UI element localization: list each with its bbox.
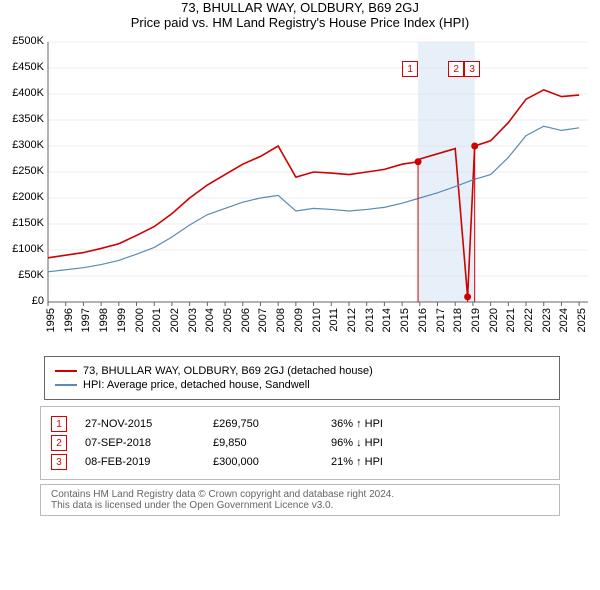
chart-marker-box: 2 [448, 61, 464, 77]
y-tick-label: £500K [12, 35, 44, 47]
x-tick-label: 2002 [169, 308, 181, 332]
legend-swatch-0 [55, 370, 77, 372]
transaction-price: £269,750 [213, 418, 313, 430]
x-tick-label: 1995 [45, 308, 57, 332]
chart-subtitle: Price paid vs. HM Land Registry's House … [0, 15, 600, 30]
y-tick-label: £50K [18, 269, 44, 281]
transaction-row: 3 08-FEB-2019 £300,000 21% ↑ HPI [51, 454, 549, 470]
legend-label-1: HPI: Average price, detached house, Sand… [83, 379, 310, 391]
x-tick-label: 2003 [187, 308, 199, 332]
y-tick-label: £100K [12, 243, 44, 255]
x-tick-label: 2025 [576, 308, 588, 332]
y-tick-label: £200K [12, 191, 44, 203]
x-tick-label: 2004 [204, 308, 216, 332]
legend: 73, BHULLAR WAY, OLDBURY, B69 2GJ (detac… [44, 356, 560, 400]
x-tick-label: 2005 [222, 308, 234, 332]
x-tick-label: 2017 [435, 308, 447, 332]
transaction-date: 08-FEB-2019 [85, 456, 195, 468]
x-tick-label: 2013 [364, 308, 376, 332]
x-tick-label: 1997 [80, 308, 92, 332]
x-tick-label: 2010 [311, 308, 323, 332]
transactions-table: 1 27-NOV-2015 £269,750 36% ↑ HPI 2 07-SEP-201… [40, 406, 560, 480]
chart-title: 73, BHULLAR WAY, OLDBURY, B69 2GJ [0, 0, 600, 15]
x-tick-label: 1998 [98, 308, 110, 332]
x-tick-label: 2001 [151, 308, 163, 332]
transaction-delta: 96% ↓ HPI [331, 437, 383, 449]
chart-marker-box: 1 [402, 61, 418, 77]
x-tick-label: 2022 [523, 308, 535, 332]
x-tick-label: 2018 [452, 308, 464, 332]
x-tick-label: 2011 [328, 308, 340, 332]
x-tick-label: 2023 [541, 308, 553, 332]
y-tick-label: £0 [32, 295, 44, 307]
chart-marker-box: 3 [464, 61, 480, 77]
x-tick-label: 2019 [470, 308, 482, 332]
x-tick-label: 2014 [381, 308, 393, 332]
x-tick-label: 2021 [505, 308, 517, 332]
legend-swatch-1 [55, 384, 77, 386]
y-tick-label: £400K [12, 87, 44, 99]
transaction-date: 27-NOV-2015 [85, 418, 195, 430]
y-tick-label: £250K [12, 165, 44, 177]
transaction-index-box: 3 [51, 454, 67, 470]
series-price-paid [48, 90, 579, 297]
y-tick-label: £450K [12, 61, 44, 73]
y-tick-label: £350K [12, 113, 44, 125]
x-tick-label: 2000 [134, 308, 146, 332]
x-tick-label: 2008 [275, 308, 287, 332]
transaction-index-box: 1 [51, 416, 67, 432]
transaction-delta: 21% ↑ HPI [331, 456, 383, 468]
chart-plot-area: £0 £50K £100K £150K £200K £250K £300K £350K £400… [0, 38, 600, 348]
transaction-row: 2 07-SEP-2018 £9,850 96% ↓ HPI [51, 435, 549, 451]
legend-label-0: 73, BHULLAR WAY, OLDBURY, B69 2GJ (detac… [83, 365, 373, 377]
x-tick-label: 2015 [399, 308, 411, 332]
transaction-row: 1 27-NOV-2015 £269,750 36% ↑ HPI [51, 416, 549, 432]
y-tick-label: £300K [12, 139, 44, 151]
x-tick-label: 2006 [240, 308, 252, 332]
transaction-delta: 36% ↑ HPI [331, 418, 383, 430]
x-tick-label: 2024 [558, 308, 570, 332]
transaction-index-box: 2 [51, 435, 67, 451]
x-tick-label: 1999 [116, 308, 128, 332]
x-tick-label: 2020 [488, 308, 500, 332]
x-tick-label: 1996 [63, 308, 75, 332]
transaction-price: £300,000 [213, 456, 313, 468]
x-tick-label: 2009 [293, 308, 305, 332]
transaction-date: 07-SEP-2018 [85, 437, 195, 449]
transaction-price: £9,850 [213, 437, 313, 449]
x-tick-label: 2012 [346, 308, 358, 332]
y-tick-label: £150K [12, 217, 44, 229]
x-tick-label: 2016 [417, 308, 429, 332]
x-tick-label: 2007 [257, 308, 269, 332]
footer-licence: Contains HM Land Registry data © Crown c… [40, 484, 560, 516]
